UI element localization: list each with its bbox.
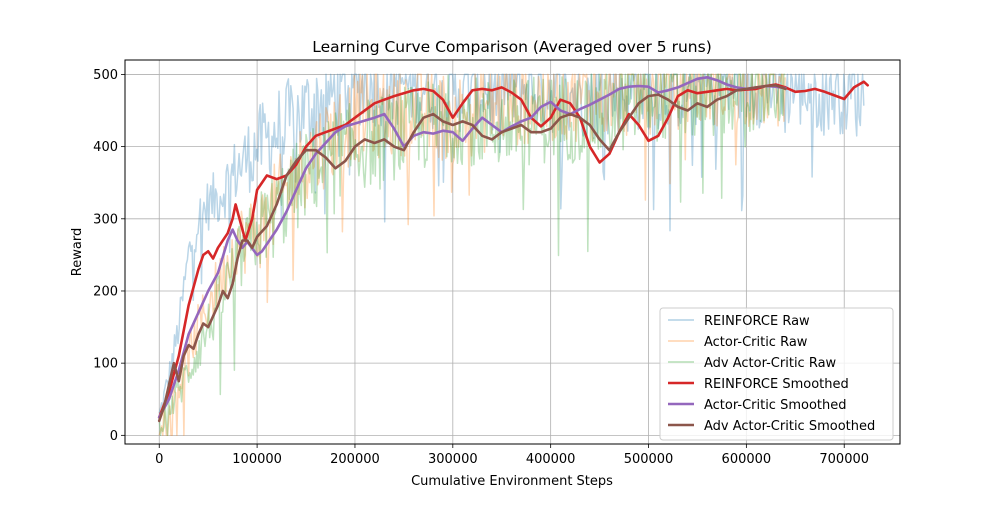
legend-label: Adv Actor-Critic Raw bbox=[704, 356, 837, 371]
series-line bbox=[158, 73, 786, 437]
x-axis-label: Cumulative Environment Steps bbox=[411, 474, 613, 489]
x-tick-label: 600000 bbox=[722, 452, 772, 467]
y-tick-label: 500 bbox=[93, 68, 118, 83]
legend-frame bbox=[659, 307, 894, 441]
y-tick-label: 100 bbox=[93, 357, 118, 372]
x-tick-label: 500000 bbox=[624, 452, 674, 467]
y-tick-label: 200 bbox=[93, 284, 118, 299]
y-tick-label: 0 bbox=[110, 429, 118, 444]
legend-label: Actor-Critic Smoothed bbox=[704, 398, 847, 413]
series-line bbox=[157, 84, 787, 423]
y-tick-label: 300 bbox=[93, 212, 118, 227]
legend-label: Adv Actor-Critic Smoothed bbox=[704, 419, 875, 434]
axes: 0 100000 200000 300000 400000 500000 600000 700… bbox=[93, 68, 869, 467]
x-tick-label: 100000 bbox=[232, 452, 282, 467]
y-axis-label: Reward bbox=[70, 228, 85, 276]
legend-label: REINFORCE Raw bbox=[704, 314, 810, 329]
x-tick-label: 200000 bbox=[330, 452, 380, 467]
x-tick-label: 300000 bbox=[428, 452, 478, 467]
legend-label: REINFORCE Smoothed bbox=[704, 377, 849, 392]
y-tick-label: 400 bbox=[93, 140, 118, 155]
series-line bbox=[158, 73, 865, 414]
x-tick-label: 400000 bbox=[526, 452, 576, 467]
legend-label: Actor-Critic Raw bbox=[704, 335, 808, 350]
legend: REINFORCE Raw Actor-Critic Raw Adv Actor-C… bbox=[659, 307, 894, 441]
series-line bbox=[158, 73, 786, 437]
plot-lines bbox=[157, 73, 870, 437]
plot-frame bbox=[124, 59, 901, 445]
x-tick-label: 0 bbox=[155, 452, 163, 467]
chart-title: Learning Curve Comparison (Averaged over… bbox=[312, 38, 712, 56]
x-tick-label: 700000 bbox=[819, 452, 869, 467]
